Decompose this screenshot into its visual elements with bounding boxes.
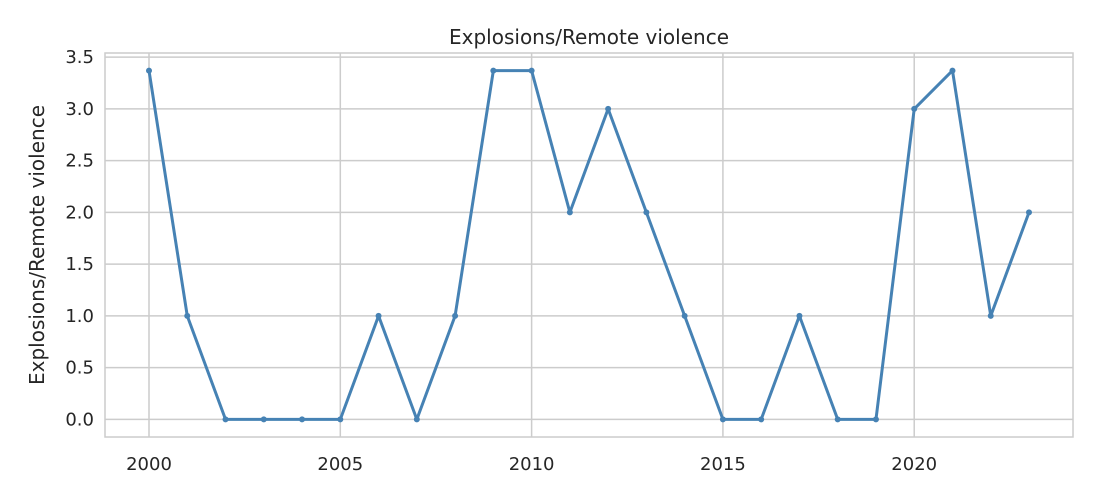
x-tick-label: 2005 (317, 454, 363, 475)
data-point (1026, 209, 1032, 216)
data-point (490, 67, 497, 74)
series-line (147, 69, 1031, 421)
series-layer (146, 67, 1032, 423)
data-point (987, 312, 994, 319)
data-point (413, 416, 420, 423)
data-point (528, 67, 535, 74)
y-tick-label: 1.0 (65, 306, 94, 327)
x-tick-label: 2010 (509, 454, 555, 475)
data-point (911, 105, 918, 112)
data-point (796, 312, 803, 319)
x-tick-label: 2000 (126, 454, 172, 475)
data-point (872, 416, 879, 423)
data-point (299, 416, 306, 423)
data-point (949, 67, 956, 74)
grid-lines (105, 53, 1073, 437)
x-tick-label: 2015 (700, 454, 746, 475)
y-tick-label: 2.5 (65, 151, 94, 172)
data-point (222, 416, 229, 423)
data-point (834, 416, 841, 423)
chart-title: Explosions/Remote violence (449, 25, 729, 49)
y-tick-label: 0.0 (65, 409, 94, 430)
data-point (605, 105, 612, 112)
data-point (643, 209, 650, 216)
data-point (260, 416, 267, 423)
data-point (375, 312, 382, 319)
y-tick-label: 3.0 (65, 99, 94, 120)
data-point (337, 416, 344, 423)
plot-area-frame (104, 52, 1074, 438)
data-point (146, 67, 152, 74)
y-tick-label: 2.0 (65, 202, 94, 223)
y-tick-label: 3.5 (65, 47, 94, 68)
data-point (566, 209, 573, 216)
data-point (758, 416, 765, 423)
x-tick-label: 2020 (891, 454, 937, 475)
data-point (681, 312, 688, 319)
data-point (452, 312, 459, 319)
data-point (719, 416, 726, 423)
data-point (184, 312, 191, 319)
tick-labels: 2000 2005 2010 2015 2020 0.0 0.5 1.0 1.5 2.0 2.5 3.… (65, 47, 937, 475)
y-axis-label: Explosions/Remote violence (25, 105, 49, 385)
y-tick-label: 1.5 (65, 254, 94, 275)
y-tick-label: 0.5 (65, 358, 94, 379)
